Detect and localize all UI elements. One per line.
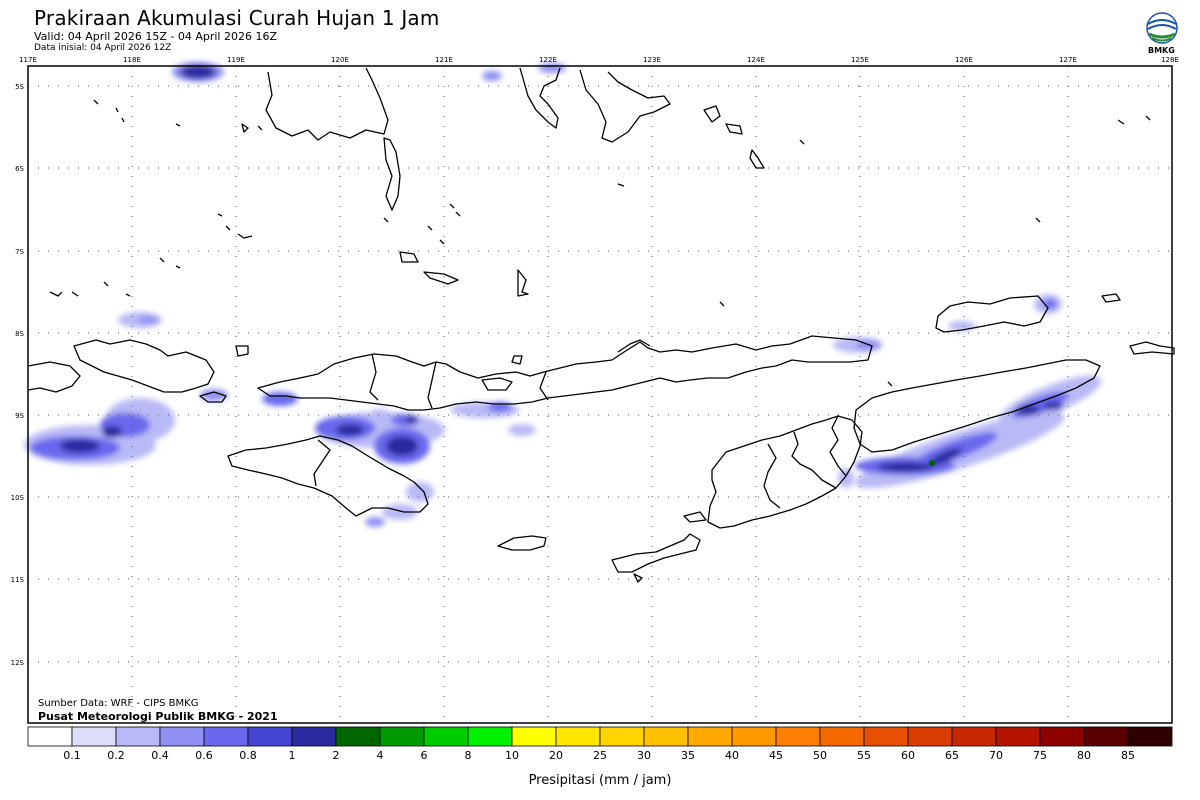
- legend-label: 6: [420, 749, 428, 762]
- data-source: Sumber Data: WRF - CIPS BMKG: [38, 698, 199, 709]
- legend-label: 45: [769, 749, 783, 762]
- legend-label: 85: [1121, 749, 1135, 762]
- gridlines: [28, 66, 1172, 723]
- legend-label: 0.6: [195, 749, 213, 762]
- map-frame: [27, 65, 1173, 724]
- page-title: Prakiraan Akumulasi Curah Hujan 1 Jam: [34, 6, 440, 30]
- legend-swatch: [555, 726, 601, 747]
- legend-swatch: [995, 726, 1041, 747]
- legend-label: 55: [857, 749, 871, 762]
- valid-period: Valid: 04 April 2026 15Z - 04 April 2026…: [34, 30, 277, 43]
- color-legend: [27, 726, 1173, 747]
- legend-label: 0.1: [63, 749, 81, 762]
- lon-label: 125E: [851, 56, 869, 64]
- lon-label: 124E: [747, 56, 765, 64]
- legend-label: 20: [549, 749, 563, 762]
- lon-label: 123E: [643, 56, 661, 64]
- legend-swatch: [115, 726, 161, 747]
- lat-label: 7S: [15, 248, 24, 256]
- legend-swatch: [687, 726, 733, 747]
- legend-swatch: [379, 726, 425, 747]
- legend-label: 70: [989, 749, 1003, 762]
- legend-swatch: [71, 726, 117, 747]
- longitude-labels: 117E 118E 119E 120E 121E 122E 123E 124E …: [19, 56, 1179, 64]
- legend-swatch: [819, 726, 865, 747]
- lon-label: 117E: [19, 56, 37, 64]
- legend-swatch: [1039, 726, 1085, 747]
- logo-text: BMKG: [1148, 46, 1175, 55]
- legend-swatch: [951, 726, 997, 747]
- publisher: Pusat Meteorologi Publik BMKG - 2021: [38, 710, 278, 723]
- legend-swatch: [907, 726, 953, 747]
- lat-label: 12S: [11, 659, 25, 667]
- legend-label: 8: [464, 749, 472, 762]
- legend-label: 10: [505, 749, 519, 762]
- legend-swatch: [335, 726, 381, 747]
- latitude-labels: 5S 6S 7S 8S 9S 10S 11S 12S: [11, 83, 25, 667]
- lat-label: 11S: [11, 576, 25, 584]
- legend-swatch: [467, 726, 513, 747]
- legend-swatch: [511, 726, 557, 747]
- initial-data: Data inisial: 04 April 2026 12Z: [34, 43, 172, 53]
- lat-label: 6S: [15, 165, 24, 173]
- lat-label: 9S: [15, 412, 24, 420]
- bmkg-logo-icon: [1146, 12, 1178, 44]
- lon-label: 120E: [331, 56, 349, 64]
- lon-label: 128E: [1161, 56, 1179, 64]
- legend-label: 2: [332, 749, 340, 762]
- legend-label: 1: [288, 749, 296, 762]
- lat-label: 8S: [15, 330, 24, 338]
- coastlines: [27, 67, 1175, 583]
- legend-swatch: [731, 726, 777, 747]
- lon-label: 118E: [123, 56, 141, 64]
- lat-label: 5S: [15, 83, 24, 91]
- legend-axis-label: Presipitasi (mm / jam): [528, 773, 672, 788]
- legend-swatch: [291, 726, 337, 747]
- legend-swatch: [599, 726, 645, 747]
- legend-label: 60: [901, 749, 915, 762]
- legend-swatch: [863, 726, 909, 747]
- lon-label: 122E: [539, 56, 557, 64]
- legend-swatch: [203, 726, 249, 747]
- legend-label: 80: [1077, 749, 1091, 762]
- legend-label: 4: [376, 749, 384, 762]
- lon-label: 119E: [227, 56, 245, 64]
- legend-label: 0.2: [107, 749, 125, 762]
- legend-swatch: [1083, 726, 1129, 747]
- legend-swatch: [775, 726, 821, 747]
- lon-label: 121E: [435, 56, 453, 64]
- lon-label: 127E: [1059, 56, 1077, 64]
- legend-label: 50: [813, 749, 827, 762]
- legend-label: 0.8: [239, 749, 257, 762]
- legend-label: 65: [945, 749, 959, 762]
- legend-swatch: [159, 726, 205, 747]
- legend-label: 75: [1033, 749, 1047, 762]
- precipitation-layer: [24, 62, 1102, 527]
- legend-swatch: [423, 726, 469, 747]
- legend-swatch: [27, 726, 73, 747]
- legend-swatch: [643, 726, 689, 747]
- lat-label: 10S: [11, 494, 25, 502]
- legend-label: 30: [637, 749, 651, 762]
- legend-label: 40: [725, 749, 739, 762]
- legend-label: 35: [681, 749, 695, 762]
- legend-swatch: [1127, 726, 1173, 747]
- lon-label: 126E: [955, 56, 973, 64]
- legend-label: 0.4: [151, 749, 169, 762]
- legend-label: 25: [593, 749, 607, 762]
- legend-swatch: [247, 726, 293, 747]
